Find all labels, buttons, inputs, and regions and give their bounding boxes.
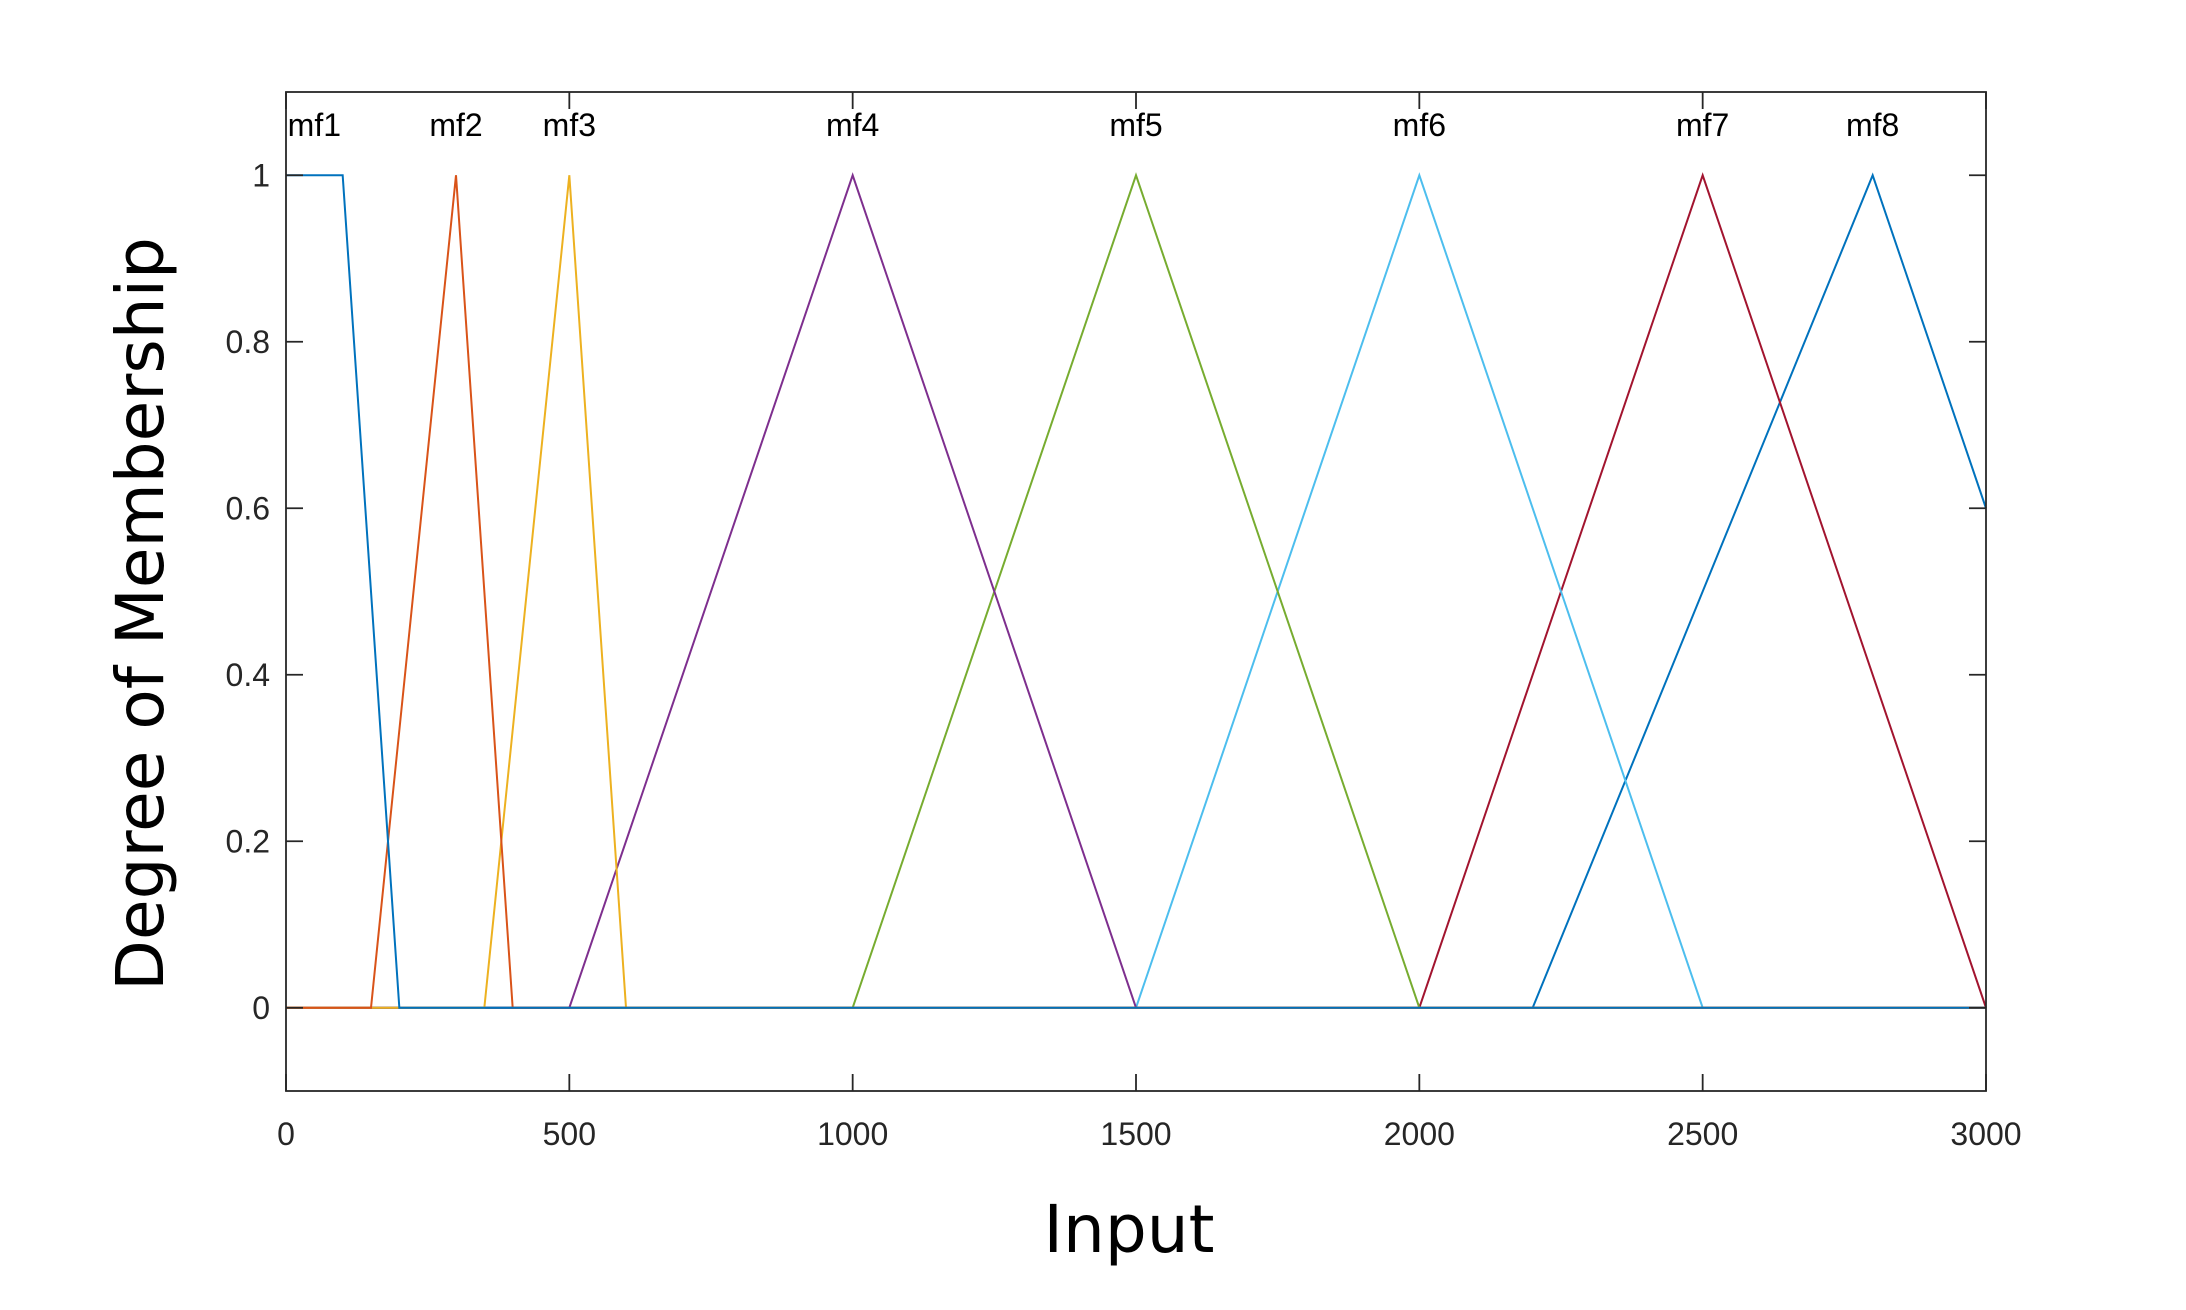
axes-box [285,91,1987,1092]
x-tick-label: 1500 [1100,1116,1171,1152]
series-label-mf5: mf5 [1109,107,1162,143]
series-label-mf6: mf6 [1393,107,1446,143]
x-tick-label: 3000 [1950,1116,2021,1152]
series-label-mf1: mf1 [288,107,341,143]
x-tick-label: 2000 [1384,1116,1455,1152]
y-tick-label: 0.6 [226,490,270,526]
x-tick-label: 0 [277,1116,295,1152]
series-line-mf6 [286,172,1986,1009]
ticks-layer: 0 500 1000 1500 2000 2500 3000 0 0.2 0.4 0.6 0.8 1 [226,92,2022,1152]
y-tick-label: 0.2 [226,823,270,859]
x-tick-label: 1000 [817,1116,888,1152]
series-label-mf4: mf4 [826,107,879,143]
y-tick-label: 0.8 [226,324,270,360]
series-line-mf7 [286,172,1987,1009]
x-tick-label: 2500 [1667,1116,1738,1152]
series-line-mf4 [286,172,1986,1009]
y-tick-label: 0 [252,990,270,1026]
x-axis-title: Input [1044,1191,1215,1268]
series-line-mf8 [286,172,1987,1009]
series-line-mf1 [286,174,1986,1009]
labels-layer: mf1 mf2 mf3 mf4 mf5 mf6 mf7 mf8 [288,107,1900,143]
series-label-mf7: mf7 [1676,107,1729,143]
y-axis-title: Degree of Membership [102,237,179,991]
y-tick-label: 1 [252,157,270,193]
series-line-mf2 [286,175,1986,1009]
x-tick-label: 500 [543,1116,596,1152]
series-label-mf2: mf2 [429,107,482,143]
series-line-mf3 [286,175,1986,1009]
series-label-mf3: mf3 [543,107,596,143]
series-label-mf8: mf8 [1846,107,1899,143]
y-tick-label: 0.4 [226,657,270,693]
series-line-mf5 [286,172,1986,1009]
series-layer [286,172,1987,1009]
